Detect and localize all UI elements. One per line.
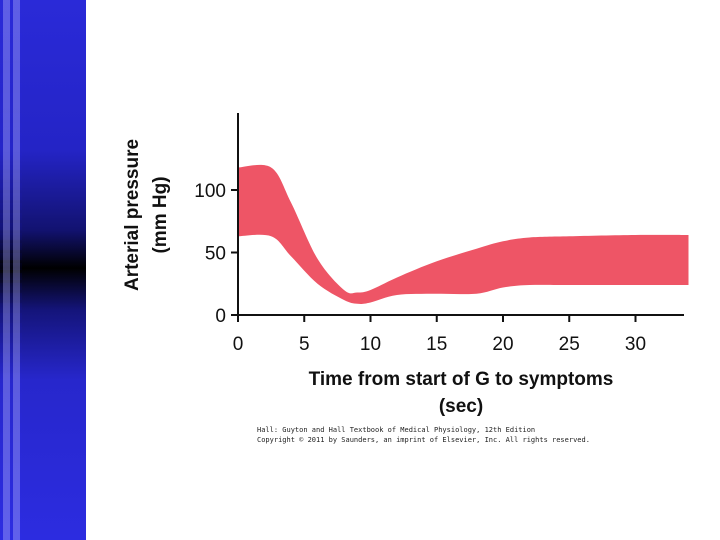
label-layer: Time from start of G to symptoms (sec) A… — [122, 139, 613, 417]
x-tick-label-5: 5 — [299, 334, 310, 355]
plot-layer — [238, 164, 689, 304]
slide-sidebar — [0, 0, 86, 540]
x-tick-label-10: 10 — [360, 334, 381, 355]
x-tick-label-0: 0 — [233, 334, 244, 355]
credit-line-1: Hall: Guyton and Hall Textbook of Medica… — [257, 426, 536, 434]
y-tick-label-100: 100 — [194, 181, 226, 202]
x-tick-label-15: 15 — [426, 334, 447, 355]
y-axis-units: (mm Hg) — [150, 176, 171, 253]
y-axis-title: Arterial pressure — [122, 139, 143, 291]
y-tick-label-0: 0 — [215, 306, 226, 327]
figure-credit: Hall: Guyton and Hall Textbook of Medica… — [257, 425, 590, 445]
credit-line-2: Copyright © 2011 by Saunders, an imprint… — [257, 436, 590, 444]
x-axis-units: (sec) — [439, 396, 483, 417]
sidebar-tile-strip — [0, 0, 22, 540]
x-axis-title: Time from start of G to symptoms — [309, 369, 614, 390]
pressure-band-0 — [238, 164, 689, 304]
x-tick-label-20: 20 — [492, 334, 513, 355]
y-tick-label-50: 50 — [205, 244, 226, 265]
x-tick-label-30: 30 — [625, 334, 646, 355]
x-tick-label-25: 25 — [559, 334, 580, 355]
axis-layer: 0 5 10 15 20 25 30 0 50 100 — [194, 113, 684, 355]
